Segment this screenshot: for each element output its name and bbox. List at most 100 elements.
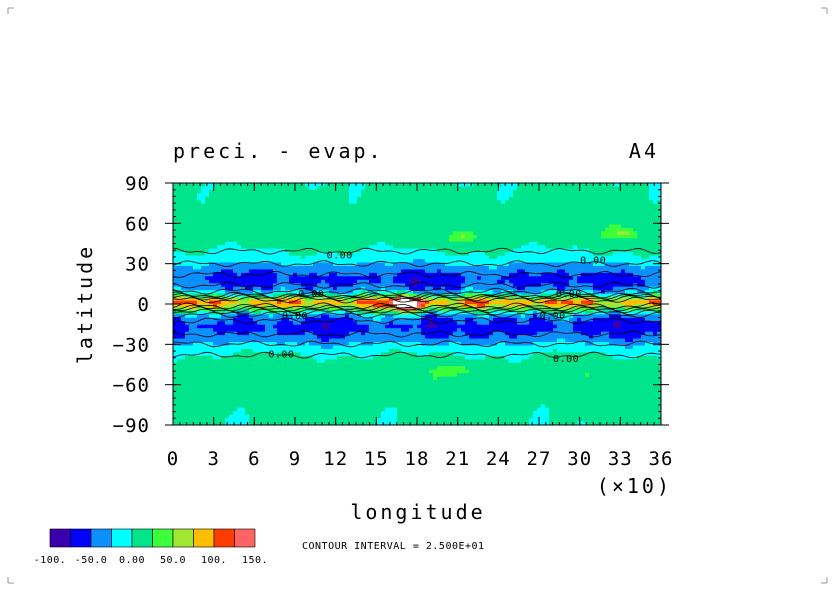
field-cell	[369, 321, 374, 326]
field-cell	[333, 300, 338, 305]
field-cell	[309, 234, 314, 239]
field-cell	[469, 200, 474, 205]
field-cell	[249, 245, 254, 250]
field-cell	[249, 217, 254, 222]
field-cell	[185, 241, 190, 246]
field-cell	[357, 297, 362, 302]
field-cell	[233, 210, 238, 215]
field-cell	[453, 283, 458, 288]
field-cell	[561, 272, 566, 277]
field-cell	[217, 231, 222, 236]
field-cell	[253, 224, 258, 229]
field-cell	[341, 217, 346, 222]
field-cell	[573, 269, 578, 274]
field-cell	[481, 276, 486, 281]
field-cell	[473, 276, 478, 281]
field-cell	[209, 217, 214, 222]
field-cell	[593, 314, 598, 319]
field-cell	[253, 203, 258, 208]
field-cell	[629, 269, 634, 274]
field-cell	[413, 297, 418, 302]
field-cell	[461, 189, 466, 194]
field-cell	[269, 269, 274, 274]
field-cell	[273, 255, 278, 260]
field-cell	[577, 241, 582, 246]
field-cell	[217, 300, 222, 305]
field-cell	[405, 297, 410, 302]
field-cell	[365, 221, 370, 226]
field-cell	[605, 262, 610, 267]
field-cell	[269, 207, 274, 212]
field-cell	[601, 189, 606, 194]
field-cell	[549, 189, 554, 194]
field-cell	[597, 293, 602, 298]
field-cell	[245, 286, 250, 291]
field-cell	[637, 210, 642, 215]
field-cell	[249, 193, 254, 198]
field-cell	[357, 186, 362, 191]
field-cell	[445, 241, 450, 246]
field-cell	[293, 234, 298, 239]
field-cell	[505, 293, 510, 298]
field-cell	[461, 203, 466, 208]
field-cell	[601, 293, 606, 298]
field-cell	[481, 283, 486, 288]
field-cell	[269, 245, 274, 250]
field-cell	[369, 262, 374, 267]
field-cell	[209, 259, 214, 264]
field-cell	[277, 300, 282, 305]
field-cell	[229, 265, 234, 271]
field-cell	[441, 196, 446, 201]
field-cell	[601, 200, 606, 205]
field-cell	[409, 238, 414, 243]
field-cell	[457, 207, 462, 212]
field-cell	[433, 276, 438, 281]
field-cell	[637, 248, 642, 253]
field-cell	[537, 252, 542, 257]
field-cell	[177, 189, 182, 194]
field-cell	[569, 304, 574, 309]
field-cell	[281, 203, 286, 208]
field-cell	[417, 293, 422, 298]
field-cell	[325, 217, 330, 222]
field-cell	[197, 272, 202, 277]
field-cell	[281, 231, 286, 236]
field-cell	[257, 227, 262, 232]
field-cell	[481, 269, 486, 274]
field-cell	[537, 279, 542, 284]
field-cell	[613, 207, 618, 212]
field-cell	[469, 221, 474, 226]
field-cell	[449, 186, 454, 191]
field-cell	[557, 207, 562, 212]
field-cell	[609, 286, 614, 291]
field-cell	[541, 262, 546, 267]
field-cell	[233, 265, 238, 271]
field-cell	[573, 189, 578, 194]
field-cell	[617, 279, 622, 284]
field-cell	[193, 183, 198, 188]
field-cell	[613, 310, 618, 315]
field-cell	[429, 214, 434, 219]
field-cell	[469, 293, 474, 298]
field-cell	[369, 245, 374, 250]
field-cell	[225, 290, 230, 295]
field-cell	[581, 231, 586, 236]
field-cell	[529, 193, 534, 198]
field-cell	[449, 207, 454, 212]
field-cell	[573, 214, 578, 219]
field-cell	[653, 214, 658, 219]
field-cell	[421, 207, 426, 212]
field-cell	[429, 310, 434, 315]
field-cell	[225, 196, 230, 201]
field-cell	[293, 210, 298, 215]
field-cell	[537, 189, 542, 194]
field-cell	[549, 307, 554, 312]
field-cell	[565, 248, 570, 253]
field-cell	[273, 210, 278, 215]
field-cell	[625, 189, 630, 194]
field-cell	[201, 300, 206, 305]
field-cell	[497, 245, 502, 250]
field-cell	[589, 214, 594, 219]
field-cell	[309, 248, 314, 253]
field-cell	[601, 300, 606, 305]
